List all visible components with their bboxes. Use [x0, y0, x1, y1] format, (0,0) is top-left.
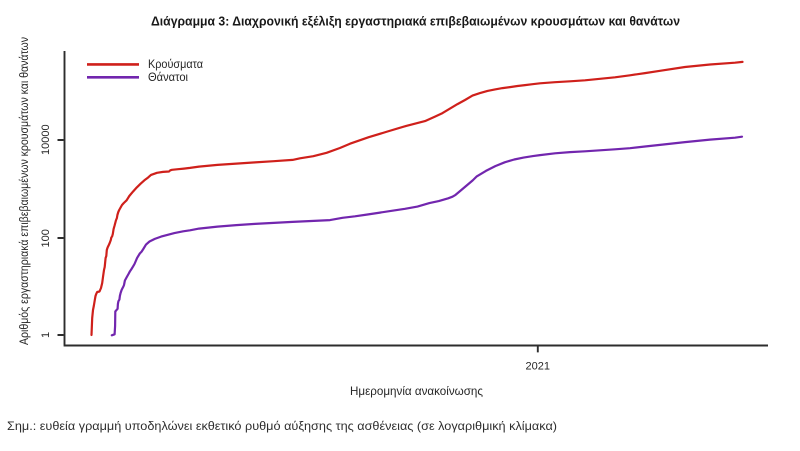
svg-text:Διάγραμμα 3: Διαχρονική εξέλιξ: Διάγραμμα 3: Διαχρονική εξέλιξη εργαστηρ… [151, 15, 680, 29]
svg-text:2021: 2021 [526, 361, 550, 373]
svg-text:Ημερομηνία ανακοίνωσης: Ημερομηνία ανακοίνωσης [350, 384, 483, 398]
svg-text:Θάνατοι: Θάνατοι [148, 70, 188, 84]
svg-text:Αριθμός εργαστηριακά επιβεβαιω: Αριθμός εργαστηριακά επιβεβαιωμένων κρου… [17, 37, 31, 345]
svg-text:Κρούσματα: Κρούσματα [148, 57, 203, 71]
svg-text:100: 100 [40, 229, 52, 247]
svg-text:1: 1 [40, 332, 52, 338]
svg-text:Σημ.: ευθεία γραμμή υποδηλώνει: Σημ.: ευθεία γραμμή υποδηλώνει εκθετικό … [7, 419, 557, 433]
svg-text:10000: 10000 [40, 124, 52, 155]
